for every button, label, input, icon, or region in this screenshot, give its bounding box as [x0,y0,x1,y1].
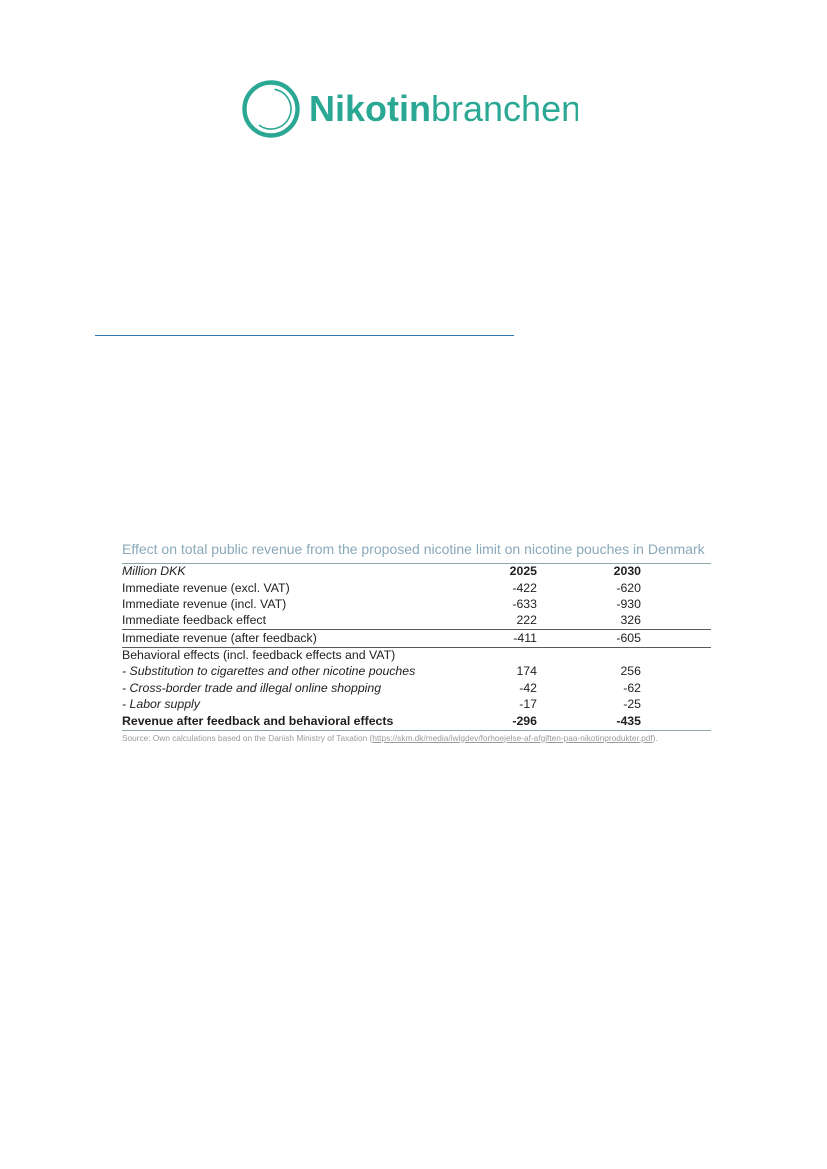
svg-text:Nikotinbranchen: Nikotinbranchen [309,88,578,129]
